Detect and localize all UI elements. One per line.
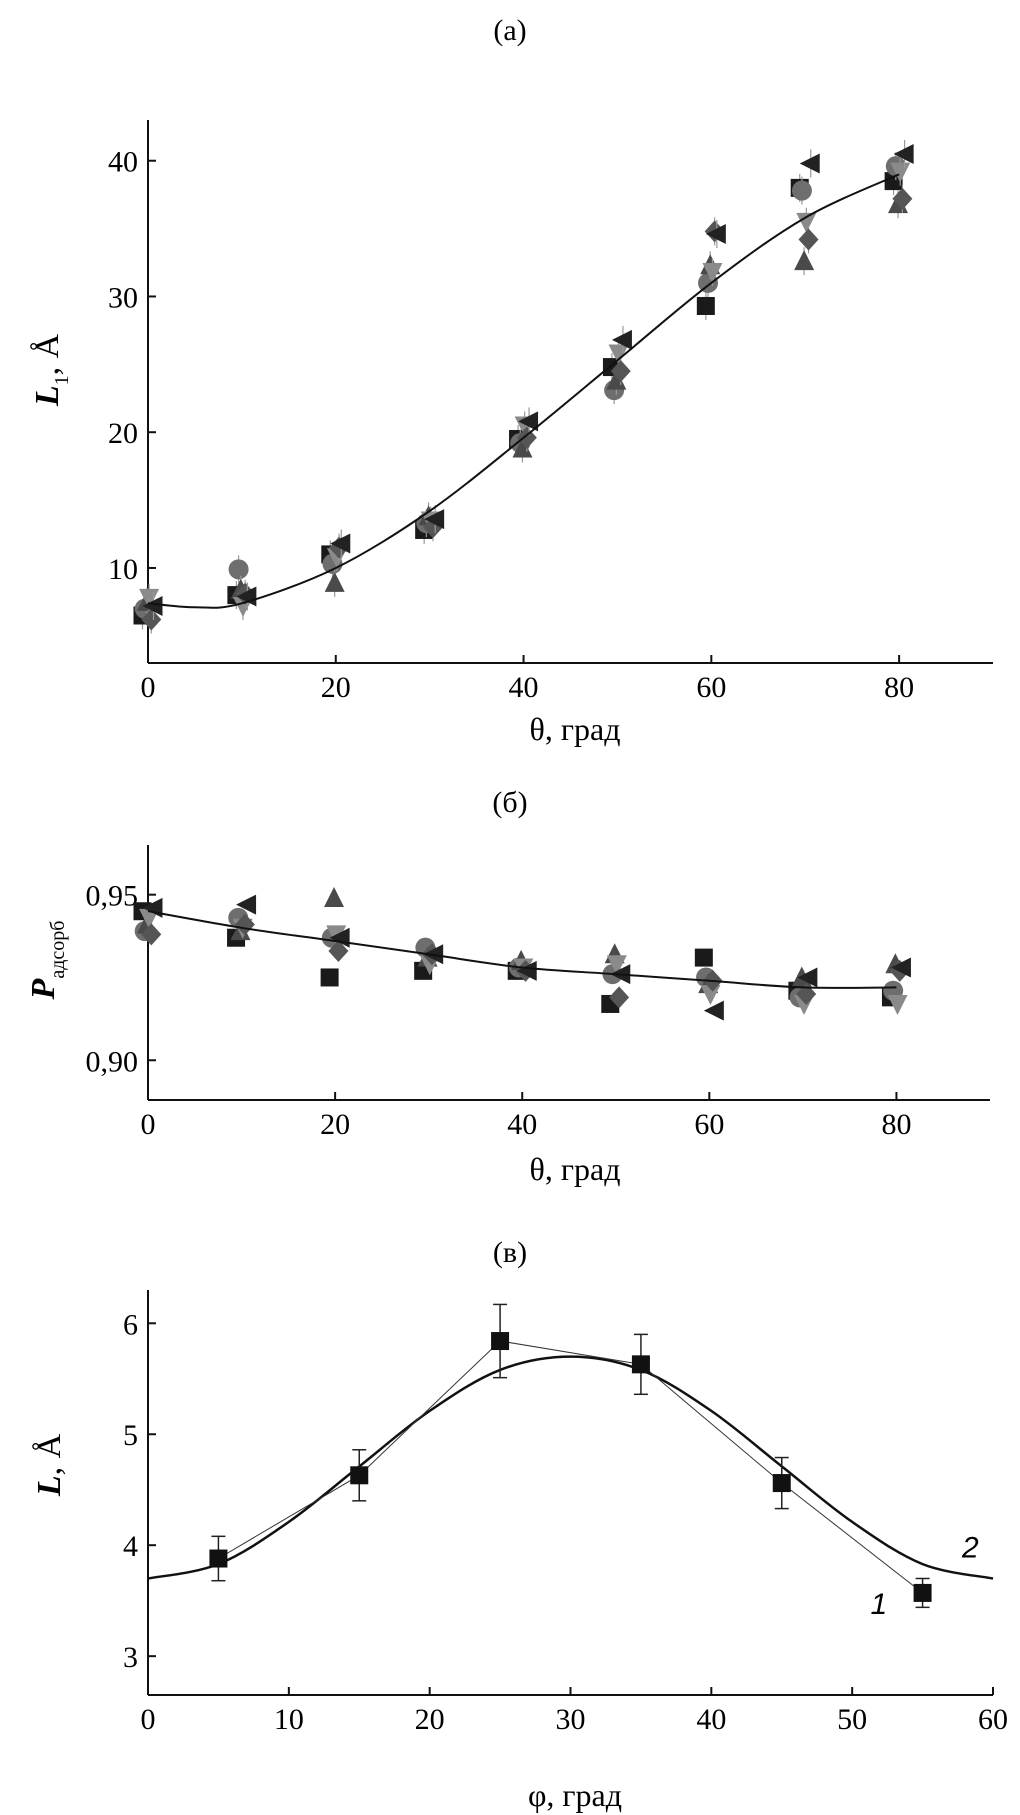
panel-c-y-tick-label: 5 [123,1419,138,1452]
panel-c-ylabel: L, Å [31,1433,68,1497]
panel-a-point-triangle-left [142,595,163,616]
panel-c-line-1 [218,1340,923,1594]
panel-b-x-tick-label: 60 [694,1108,724,1141]
panel-a-point-diamond [798,228,819,251]
panel-a-ylabel: L1, Å [29,333,73,407]
panel-a-x-tick-label: 20 [321,671,351,704]
panel-c-xlabel: φ, град [528,1777,622,1813]
panel-b-xlabel: θ, град [530,1151,621,1187]
panel-a-point-triangle-left [611,329,632,350]
panel-a-y-tick-label: 30 [108,281,138,314]
panel-c-point-1 [772,1474,791,1493]
panel-a-ylabel-main: L [29,385,66,407]
panel-a-y-tick-label: 10 [108,553,138,586]
panel-b-point-triangle-left [516,960,537,981]
panel-c-x-tick-label: 40 [696,1703,726,1736]
panel-b-point-triangle-down [887,994,908,1015]
panel-c-x-tick-label: 60 [978,1703,1008,1736]
panel-c-point-1 [350,1466,369,1485]
panel-a-fit-curve [147,173,900,609]
panel-c-x-tick-label: 50 [837,1703,867,1736]
panel-a-ylabel-sub: 1 [51,375,73,385]
panel-b-point-triangle-down [139,908,160,929]
panel-a-point-triangle-left [893,143,914,164]
panel-a-label: (а) [493,14,526,47]
panel-c-y-tick-label: 6 [123,1308,138,1341]
panel-a-point-triangle-up [324,571,345,592]
panel-a-point-triangle-down [139,588,160,609]
panel-a-point-triangle-left [330,533,351,554]
panel-a-xlabel: θ, град [530,711,621,747]
panel-c-curve-label-1: 1 [870,1588,887,1621]
panel-a-x-tick-label: 80 [884,671,914,704]
panel-c-curve-2 [147,1355,994,1580]
panel-c-y-tick-label: 3 [123,1641,138,1674]
panel-b-point-square [320,968,339,987]
panel-b: (б) θ, град Pадсорб 0 20 40 60 80 0,90 0,95 [25,786,990,1187]
panel-a: (а) θ, град L1, Å 0 20 40 60 80 10 20 30 40 [29,14,993,747]
panel-a-point-triangle-down [796,212,817,233]
panel-a-point-triangle-up [512,437,533,458]
panel-a-point-triangle-down [890,162,911,183]
panel-b-point-triangle-left [890,957,911,978]
panel-c-point-1 [491,1332,510,1351]
panel-c-x-tick-label: 30 [556,1703,586,1736]
panel-b-point-diamond [141,923,162,946]
panel-b-point-triangle-down [700,985,721,1006]
panel-a-x-tick-label: 40 [509,671,539,704]
panel-c: (в) φ, град L, Å 0 10 20 30 40 50 60 3 4 5 6 1 2 [31,1236,1008,1813]
panel-b-ylabel-main: P [25,978,62,1000]
panel-a-point-diamond [141,608,162,631]
panel-a-point-triangle-left [518,411,539,432]
panel-b-point-diamond [609,986,630,1009]
panel-c-label: (в) [493,1236,527,1269]
panel-c-point-1 [913,1583,932,1602]
panel-a-point-circle [228,559,249,580]
panel-b-ylabel-sub: адсорб [47,921,69,979]
panel-c-ylabel-unit: , Å [31,1433,68,1475]
panel-b-point-triangle-left [703,1000,724,1021]
panel-a-y-tick-label: 20 [108,417,138,450]
panel-b-x-tick-label: 40 [507,1108,537,1141]
panel-a-y-tick-label: 40 [108,146,138,179]
panel-b-point-triangle-left [236,894,257,915]
panel-b-x-tick-label: 0 [141,1108,156,1141]
panel-b-point-triangle-left [797,967,818,988]
panel-b-fit-curve [147,910,897,989]
panel-c-y-tick-label: 4 [123,1530,138,1563]
panel-a-point-circle [791,180,812,201]
panel-a-x-tick-label: 60 [696,671,726,704]
panel-a-point-diamond [892,187,913,210]
panel-b-label: (б) [492,786,527,819]
panel-a-point-triangle-left [705,224,726,245]
panel-b-point-diamond [328,939,349,962]
panel-b-x-tick-label: 80 [881,1108,911,1141]
panel-b-point-square [694,948,713,967]
panel-a-point-square [696,296,715,315]
panel-c-x-tick-label: 0 [141,1703,156,1736]
panel-b-ylabel: Pадсорб [25,921,69,1001]
panel-c-curve-label-2: 2 [961,1531,979,1564]
panel-c-point-1 [631,1355,650,1374]
panel-c-x-tick-label: 10 [274,1703,304,1736]
panel-a-point-triangle-left [424,509,445,530]
panel-b-point-triangle-up [324,886,345,907]
panel-a-point-triangle-down [702,263,723,284]
panel-c-x-tick-label: 20 [415,1703,445,1736]
panel-c-point-1 [209,1549,228,1568]
panel-c-ylabel-main: L [31,1475,68,1497]
panel-b-y-tick-label: 0,95 [86,880,139,913]
panel-b-x-tick-label: 20 [320,1108,350,1141]
panel-a-point-triangle-up [794,250,815,271]
panel-a-ylabel-unit: , Å [29,333,66,375]
panel-a-point-diamond [610,360,631,383]
panel-a-point-triangle-left [799,153,820,174]
panel-a-x-tick-label: 0 [141,671,156,704]
panel-b-y-tick-label: 0,90 [86,1045,139,1078]
panel-b-point-triangle-down [606,955,627,976]
